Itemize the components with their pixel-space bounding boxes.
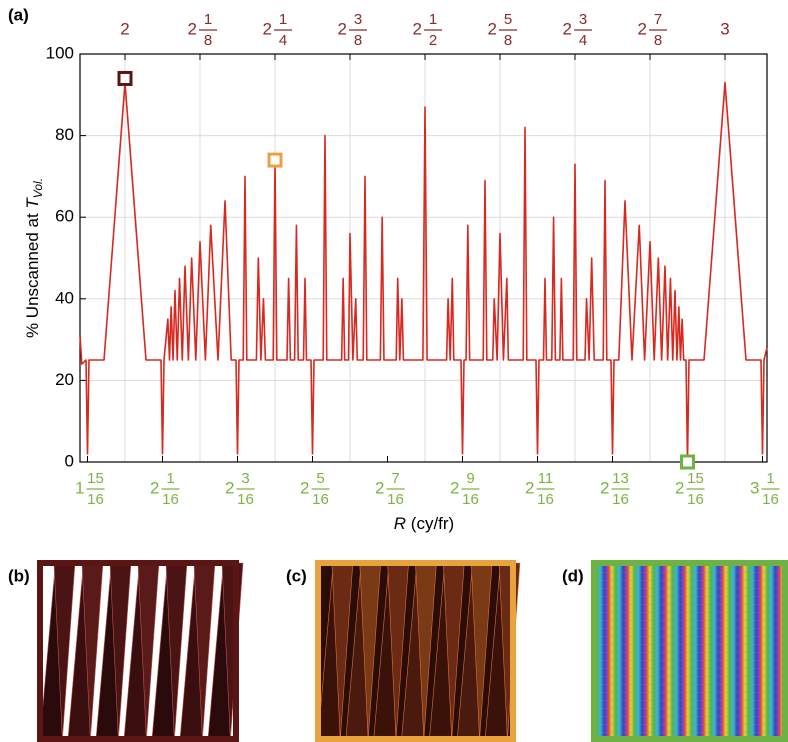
- panel-frame: [315, 560, 516, 742]
- panel-frame: [37, 560, 239, 742]
- tick-label-numerator: 1: [204, 11, 212, 28]
- tick-label-denominator: 16: [687, 491, 704, 508]
- y-tick-label: 80: [55, 125, 74, 144]
- tick-label: 2: [120, 19, 129, 38]
- panel-label: (d): [562, 566, 584, 585]
- tick-label-numerator: 5: [504, 11, 512, 28]
- tick-label-whole: 2: [263, 19, 272, 38]
- panel-label: (b): [8, 566, 30, 585]
- y-label-subscript: Vol.: [31, 178, 45, 198]
- tick-label-whole: 2: [150, 478, 159, 497]
- y-tick-label: 60: [55, 207, 74, 226]
- panel-image: [594, 563, 785, 739]
- tick-label-whole: 2: [413, 19, 422, 38]
- x-label-symbol: R: [394, 514, 406, 533]
- tick-label-numerator: 1: [279, 11, 287, 28]
- panel-image: [317, 562, 521, 740]
- tick-label-numerator: 9: [466, 470, 474, 487]
- tick-label-numerator: 13: [612, 470, 629, 487]
- tick-label-denominator: 16: [537, 491, 554, 508]
- y-tick-label: 100: [46, 43, 74, 62]
- tick-label-whole: 2: [300, 478, 309, 497]
- tick-label-denominator: 16: [612, 491, 629, 508]
- highlight-marker: [117, 70, 133, 86]
- tick-label-denominator: 8: [654, 32, 662, 49]
- y-tick-label: 20: [55, 370, 74, 389]
- tick-label-numerator: 11: [538, 470, 554, 487]
- plot-frame: [79, 53, 768, 463]
- highlight-marker: [680, 454, 695, 470]
- tick-label-numerator: 7: [654, 11, 662, 28]
- tick-label: 3: [720, 19, 729, 38]
- tick-label-whole: 2: [563, 19, 572, 38]
- y-label-text: % Unscanned at: [23, 209, 42, 338]
- tick-label-denominator: 16: [87, 491, 104, 508]
- tick-label-numerator: 15: [87, 470, 104, 487]
- tick-label-denominator: 4: [279, 32, 287, 49]
- panel-label: (c): [286, 566, 307, 585]
- tick-label-whole: 2: [338, 19, 347, 38]
- tick-label-denominator: 8: [354, 32, 362, 49]
- panel-frame: [591, 560, 788, 742]
- tick-label-denominator: 8: [504, 32, 512, 49]
- panel-label: (a): [8, 5, 29, 24]
- tick-label-denominator: 8: [204, 32, 212, 49]
- y-tick-label: 40: [55, 288, 74, 307]
- x-label-text: (cy/fr): [406, 514, 454, 533]
- tick-label-whole: 1: [75, 478, 84, 497]
- tick-label-denominator: 16: [462, 491, 479, 508]
- tick-label-whole: 2: [188, 19, 197, 38]
- tick-label-whole: 2: [488, 19, 497, 38]
- tick-label-numerator: 1: [166, 470, 174, 487]
- highlight-marker: [267, 152, 283, 168]
- y-tick-label: 0: [65, 451, 74, 470]
- panel-bg: [594, 563, 785, 739]
- y-axis-label: % Unscanned at TVol.: [23, 178, 45, 338]
- tick-label-whole: 2: [450, 478, 459, 497]
- tick-label-whole: 2: [375, 478, 384, 497]
- tick-label-denominator: 16: [312, 491, 329, 508]
- tick-label-whole: 2: [600, 478, 609, 497]
- tick-label-whole: 3: [750, 478, 759, 497]
- tick-label-denominator: 16: [162, 491, 179, 508]
- tick-label-numerator: 3: [241, 470, 249, 487]
- tick-label-whole: 2: [225, 478, 234, 497]
- tick-label-denominator: 2: [429, 32, 437, 49]
- panel-image: [39, 562, 244, 740]
- tick-label-numerator: 5: [316, 470, 324, 487]
- tick-label-whole: 2: [525, 478, 534, 497]
- tick-label-whole: 2: [675, 478, 684, 497]
- tick-label-denominator: 4: [579, 32, 587, 49]
- data-line: [79, 81, 768, 463]
- x-axis-label: R (cy/fr): [394, 514, 454, 533]
- tick-label-denominator: 16: [762, 491, 779, 508]
- tick-label-whole: 2: [638, 19, 647, 38]
- y-label-symbol: T: [23, 197, 42, 209]
- tick-label-denominator: 16: [237, 491, 254, 508]
- tick-label-numerator: 3: [354, 11, 362, 28]
- tick-label-numerator: 1: [766, 470, 774, 487]
- tick-label-denominator: 16: [387, 491, 404, 508]
- tick-label-numerator: 1: [429, 11, 437, 28]
- tick-label-numerator: 3: [579, 11, 587, 28]
- tick-label-numerator: 7: [391, 470, 399, 487]
- tick-label-numerator: 15: [687, 470, 704, 487]
